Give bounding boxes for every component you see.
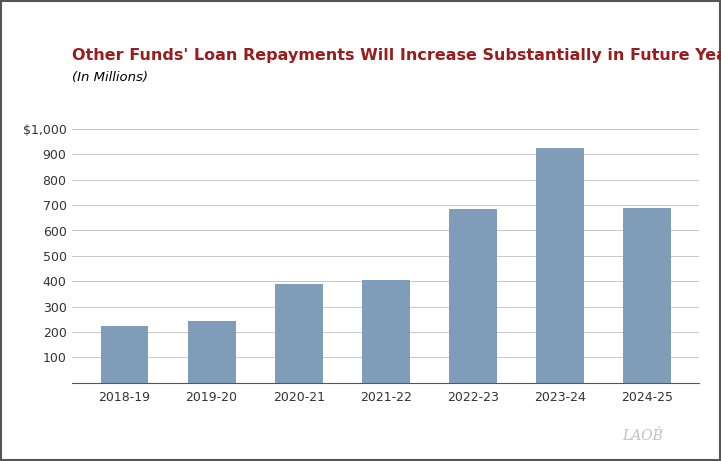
- Bar: [536, 148, 584, 383]
- Text: Other Funds' Loan Repayments Will Increase Substantially in Future Years: Other Funds' Loan Repayments Will Increa…: [72, 48, 721, 64]
- Text: Figure 2: Figure 2: [10, 10, 73, 23]
- Bar: [623, 207, 671, 383]
- Bar: [275, 284, 322, 383]
- Bar: [449, 209, 497, 383]
- Bar: [101, 325, 149, 383]
- Text: LAOḂ: LAOḂ: [622, 429, 663, 443]
- Text: (In Millions): (In Millions): [72, 71, 148, 84]
- Bar: [362, 280, 410, 383]
- Bar: [187, 321, 236, 383]
